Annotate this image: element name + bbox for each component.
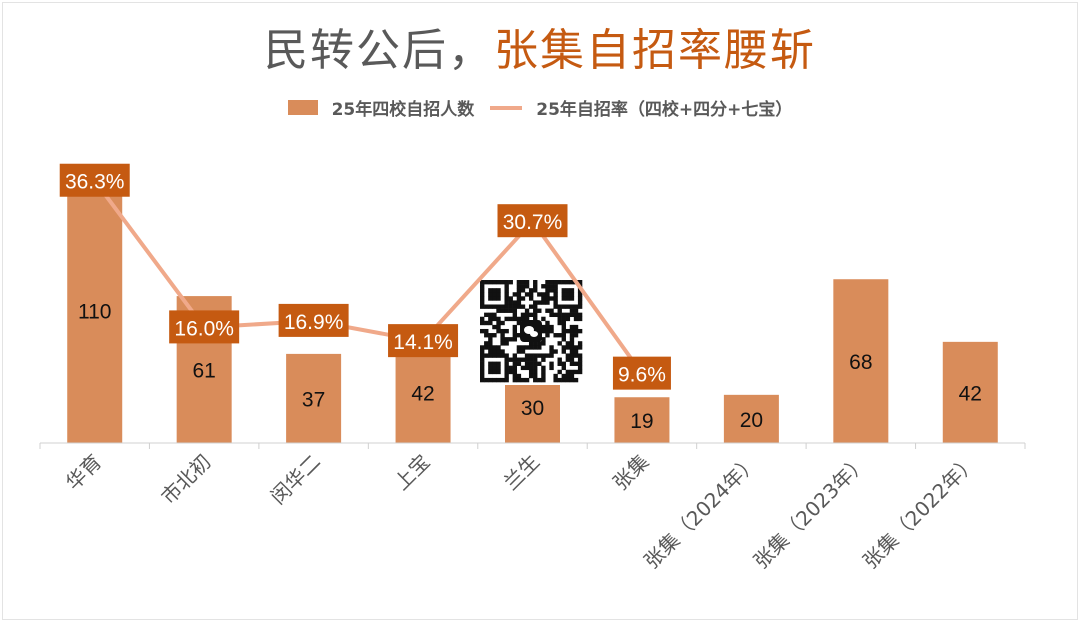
legend-line-label: 25年自招率（四校+四分+七宝） xyxy=(536,100,793,120)
rate-line xyxy=(93,179,644,375)
category-label: 张集（2022年） xyxy=(858,450,982,574)
rate-label: 36.3% xyxy=(65,171,125,194)
bar xyxy=(286,353,342,443)
rate-label-box xyxy=(497,204,568,238)
category-label: 兰生 xyxy=(499,450,544,495)
rate-label: 9.6% xyxy=(618,364,666,387)
rate-label: 30.7% xyxy=(503,211,563,234)
category-label: 张集（2023年） xyxy=(749,450,873,574)
rate-label-box xyxy=(612,356,671,390)
bar xyxy=(67,178,123,444)
bar xyxy=(723,394,779,443)
title-prefix: 民转公后， xyxy=(264,25,494,76)
bar xyxy=(395,341,451,443)
legend: 25年四校自招人数 25年自招率（四校+四分+七宝） xyxy=(0,95,1080,120)
category-label: 闵华二 xyxy=(266,450,325,509)
bar-value-label: 37 xyxy=(302,388,325,411)
bar-value-label: 20 xyxy=(740,409,763,432)
bar-value-label: 19 xyxy=(630,410,653,433)
legend-line-swatch xyxy=(490,105,523,110)
bar-value-label: 110 xyxy=(78,301,111,324)
rate-label: 16.0% xyxy=(174,317,234,340)
rate-label: 16.9% xyxy=(284,311,344,334)
rate-label-box xyxy=(278,303,349,337)
legend-bar-swatch xyxy=(287,100,318,115)
rate-label-box xyxy=(59,163,130,197)
rate-label: 14.1% xyxy=(393,331,453,354)
title-highlight: 张集自招率腰斩 xyxy=(494,25,816,76)
bar-value-label: 42 xyxy=(411,382,434,405)
bar-value-label: 61 xyxy=(192,360,215,383)
category-label: 市北初 xyxy=(156,450,215,509)
category-label: 上宝 xyxy=(389,450,434,495)
bar-value-label: 30 xyxy=(521,397,544,420)
rate-label-box xyxy=(388,324,459,358)
category-label: 张集 xyxy=(608,450,653,495)
rate-label-box xyxy=(169,310,240,344)
category-label: 华育 xyxy=(61,450,106,495)
bar xyxy=(614,397,670,443)
category-label: 张集（2024年） xyxy=(639,450,763,574)
wechat-icon-bubble xyxy=(530,331,538,337)
bar xyxy=(833,279,889,443)
qr-code xyxy=(480,280,583,383)
bar-value-label: 42 xyxy=(959,382,982,405)
chart-title: 民转公后，张集自招率腰斩 xyxy=(0,14,1080,78)
legend-bar-label: 25年四校自招人数 xyxy=(331,100,475,120)
bar-value-label: 68 xyxy=(849,351,872,374)
bar xyxy=(942,341,998,443)
